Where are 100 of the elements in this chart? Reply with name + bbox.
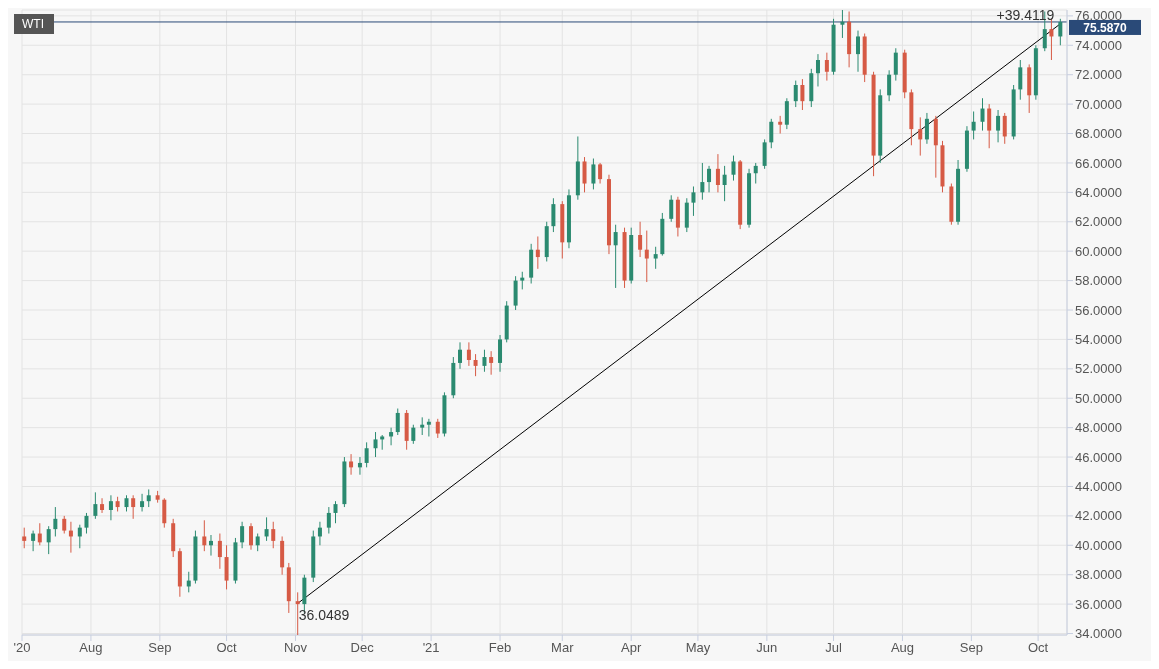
candlestick [333, 500, 338, 524]
y-tick-label: 34.0000 [1075, 626, 1122, 642]
candlestick [980, 97, 985, 132]
candlestick [498, 334, 503, 373]
y-tick-label: 62.0000 [1075, 214, 1122, 230]
candlestick [551, 197, 556, 233]
x-tick-label: May [685, 640, 711, 656]
x-tick-label: '20 [13, 640, 31, 656]
annotation: 36.0489 [298, 607, 350, 624]
x-tick-label: Apr [621, 640, 642, 656]
x-tick-label: Jun [756, 640, 778, 656]
candlestick [482, 349, 487, 373]
candlestick [535, 235, 540, 270]
candlestick [644, 230, 649, 283]
candlestick [1018, 59, 1023, 101]
candlestick [53, 506, 58, 537]
candlestick [46, 525, 51, 555]
candlestick [373, 431, 378, 458]
y-tick-label: 52.0000 [1075, 361, 1122, 377]
candlestick [824, 52, 829, 82]
x-tick-label: Feb [488, 640, 512, 656]
x-tick-label: Sep [148, 640, 172, 656]
candlestick [856, 30, 860, 73]
y-tick-label: 36.0000 [1075, 596, 1122, 612]
candlestick [793, 80, 798, 108]
x-tick-label: Aug [79, 640, 103, 656]
candlestick [971, 110, 976, 140]
x-tick-label: Jul [825, 640, 842, 656]
candlestick [217, 533, 222, 570]
candlestick [364, 441, 369, 468]
y-tick-label: 58.0000 [1075, 273, 1122, 289]
y-tick-label: 50.0000 [1075, 390, 1122, 406]
y-tick-label: 68.0000 [1075, 126, 1122, 142]
candlestick [893, 47, 898, 82]
y-tick-label: 64.0000 [1075, 184, 1122, 200]
x-tick-label: Dec [350, 640, 375, 656]
candlestick [264, 516, 269, 542]
candlestick [987, 103, 992, 149]
candlestick [395, 408, 400, 436]
candlestick [691, 185, 696, 217]
y-tick-label: 74.0000 [1075, 37, 1122, 53]
y-tick-label: 66.0000 [1075, 155, 1122, 171]
candlestick [77, 524, 82, 549]
candlestick [722, 165, 727, 202]
candlestick [326, 506, 331, 535]
candlestick [100, 497, 105, 514]
candlestick [924, 112, 929, 145]
x-tick-label: Mar [551, 640, 575, 656]
y-tick-label: 60.0000 [1075, 243, 1122, 259]
x-tick-label: Oct [216, 640, 238, 656]
x-tick-label: Sep [959, 640, 983, 656]
candlestick [613, 224, 618, 289]
candlestick [131, 494, 136, 520]
y-tick-label: 44.0000 [1075, 479, 1122, 495]
x-tick-label: Oct [1027, 640, 1049, 656]
candlestick [753, 162, 758, 185]
candlestick [224, 544, 229, 590]
candlestick [317, 521, 322, 546]
candlestick [435, 418, 440, 439]
y-tick-label: 48.0000 [1075, 420, 1122, 436]
candlestick [784, 97, 789, 130]
candlestick [887, 69, 892, 102]
candlestick [411, 424, 416, 445]
candlestick [638, 221, 643, 258]
candlestick [426, 418, 431, 437]
candlestick [707, 165, 712, 193]
text: WTI [14, 14, 54, 34]
candlestick [93, 491, 98, 520]
candlestick [349, 453, 354, 476]
x-tick-label: Nov [283, 640, 308, 656]
candlestick [37, 522, 42, 546]
candlestick [489, 350, 494, 376]
y-tick-label: 56.0000 [1075, 302, 1122, 318]
candlestick [240, 521, 245, 549]
candlestick [458, 341, 463, 370]
candlestick [249, 522, 254, 551]
candlestick [582, 156, 587, 193]
y-tick-label: 72.0000 [1075, 67, 1122, 83]
candlestick [22, 527, 27, 549]
y-tick-label: 54.0000 [1075, 332, 1122, 348]
candlestick [31, 530, 36, 552]
candlestick [473, 353, 478, 377]
candlestick [202, 519, 207, 552]
x-tick-label: '21 [422, 640, 440, 656]
candlestick [840, 10, 845, 39]
candlestick [815, 53, 820, 87]
candlestick [918, 116, 923, 157]
candlestick [140, 493, 145, 512]
candlestick [84, 512, 89, 535]
candlestick [762, 138, 767, 170]
y-tick-label: 42.0000 [1075, 508, 1122, 524]
candlestick [800, 78, 805, 111]
candlestick [466, 341, 471, 367]
candlestick [996, 109, 1001, 143]
candlestick [108, 494, 113, 521]
y-tick-label: 40.0000 [1075, 537, 1122, 553]
candlestick [653, 246, 658, 270]
candlestick [669, 194, 674, 223]
candlestick [1058, 18, 1063, 46]
candlestick [162, 497, 167, 529]
